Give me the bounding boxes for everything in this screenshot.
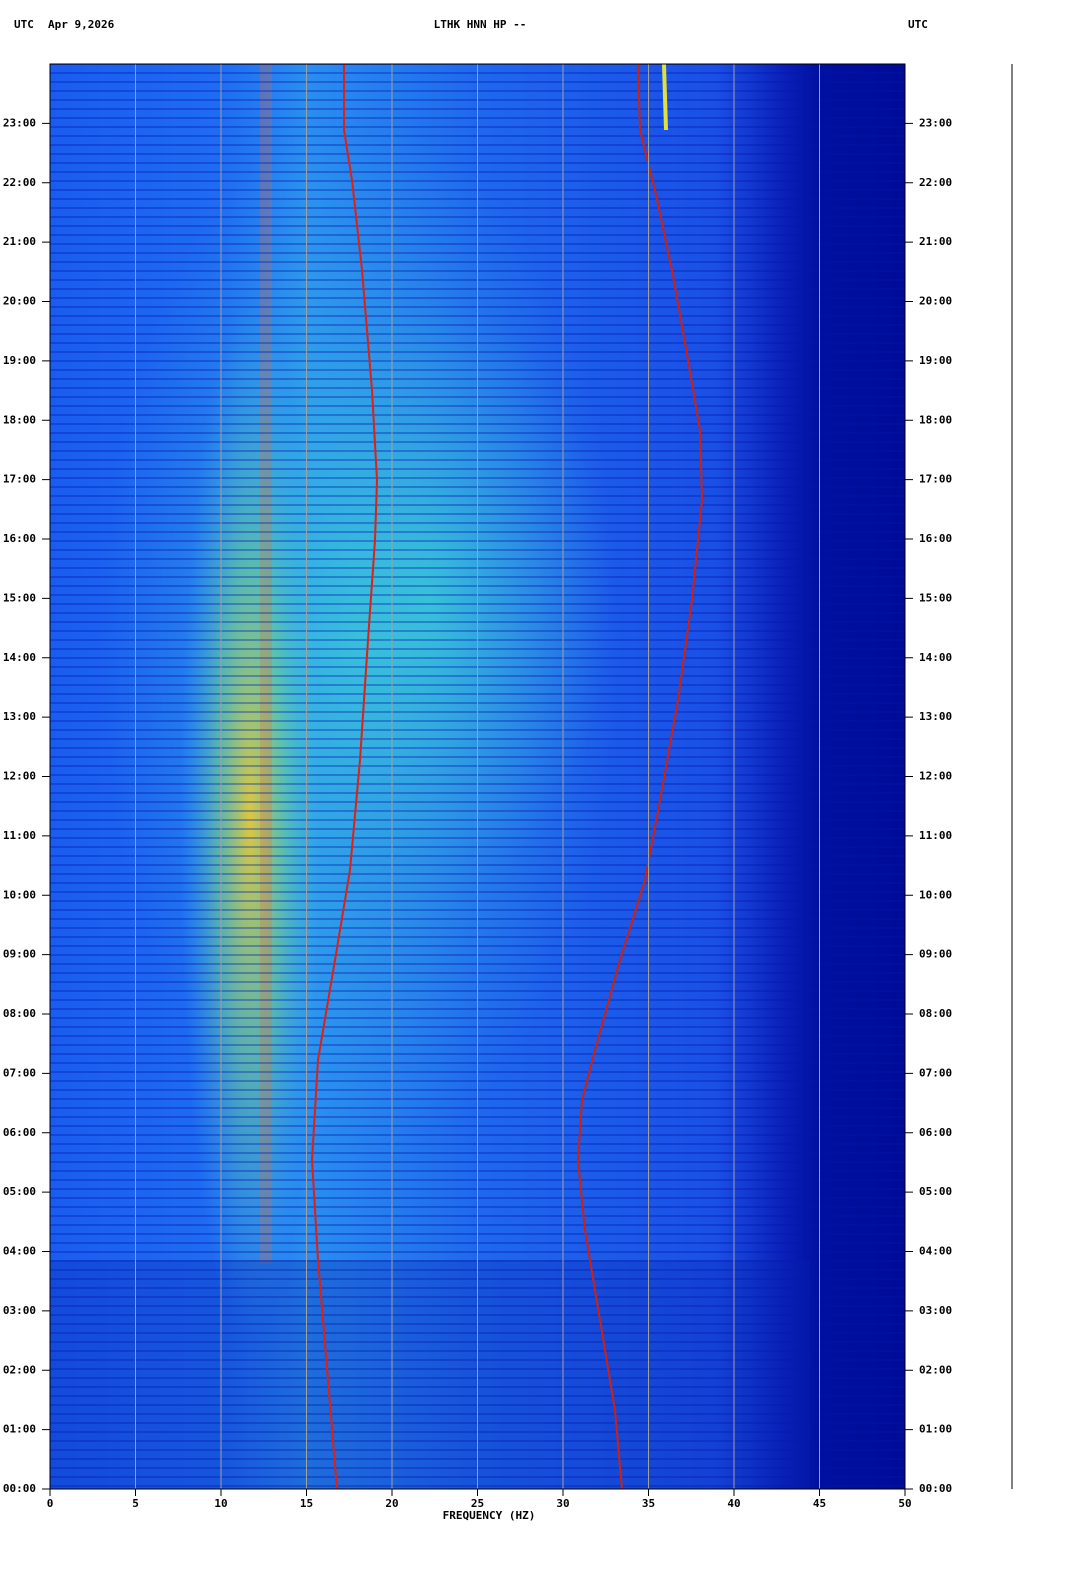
y-tick-label-right: 16:00	[919, 532, 952, 545]
y-tick-label-left: 05:00	[3, 1185, 36, 1198]
y-tick-label-left: 07:00	[3, 1066, 36, 1079]
y-tick-label-left: 22:00	[3, 176, 36, 189]
x-tick-label: 25	[471, 1497, 484, 1510]
y-tick-label-right: 12:00	[919, 770, 952, 783]
x-tick-label: 20	[385, 1497, 398, 1510]
y-tick-label-right: 03:00	[919, 1304, 952, 1317]
y-tick-label-left: 09:00	[3, 948, 36, 961]
y-tick-label-right: 22:00	[919, 176, 952, 189]
y-tick-label-right: 09:00	[919, 948, 952, 961]
x-tick-label: 40	[727, 1497, 740, 1510]
y-tick-label-left: 02:00	[3, 1363, 36, 1376]
chart-title: LTHK HNN HP --	[434, 18, 527, 31]
y-tick-label-left: 11:00	[3, 829, 36, 842]
y-tick-label-right: 18:00	[919, 413, 952, 426]
y-tick-label-left: 18:00	[3, 413, 36, 426]
y-tick-label-left: 10:00	[3, 888, 36, 901]
y-tick-label-right: 23:00	[919, 116, 952, 129]
y-tick-label-right: 07:00	[919, 1066, 952, 1079]
x-tick-label: 0	[47, 1497, 54, 1510]
x-tick-label: 15	[300, 1497, 313, 1510]
y-tick-label-left: 16:00	[3, 532, 36, 545]
x-tick-label: 45	[813, 1497, 826, 1510]
y-tick-label-left: 20:00	[3, 295, 36, 308]
y-tick-label-right: 21:00	[919, 235, 952, 248]
y-tick-label-right: 06:00	[919, 1126, 952, 1139]
x-tick-label: 35	[642, 1497, 655, 1510]
timezone-right: UTC	[908, 18, 928, 31]
y-tick-label-right: 00:00	[919, 1482, 952, 1495]
x-tick-label: 5	[132, 1497, 139, 1510]
date: Apr 9,2026	[48, 18, 115, 31]
y-tick-label-right: 20:00	[919, 295, 952, 308]
plot-frame	[49, 63, 906, 1490]
y-tick-label-left: 14:00	[3, 651, 36, 664]
y-tick-label-left: 06:00	[3, 1126, 36, 1139]
y-tick-label-left: 19:00	[3, 354, 36, 367]
y-tick-label-left: 13:00	[3, 710, 36, 723]
x-tick-label: 30	[556, 1497, 569, 1510]
x-tick-label: 50	[898, 1497, 911, 1510]
y-tick-label-left: 00:00	[3, 1482, 36, 1495]
y-tick-label-left: 21:00	[3, 235, 36, 248]
y-tick-label-right: 14:00	[919, 651, 952, 664]
y-tick-label-left: 01:00	[3, 1423, 36, 1436]
y-tick-label-right: 08:00	[919, 1007, 952, 1020]
y-tick-label-right: 19:00	[919, 354, 952, 367]
y-tick-label-left: 08:00	[3, 1007, 36, 1020]
y-tick-label-left: 23:00	[3, 116, 36, 129]
y-tick-label-left: 03:00	[3, 1304, 36, 1317]
y-tick-label-left: 17:00	[3, 473, 36, 486]
x-axis-label: FREQUENCY (HZ)	[443, 1509, 536, 1522]
y-tick-label-right: 13:00	[919, 710, 952, 723]
timezone-left: UTC	[14, 18, 34, 31]
y-tick-label-right: 05:00	[919, 1185, 952, 1198]
y-tick-label-right: 01:00	[919, 1423, 952, 1436]
x-tick-label: 10	[214, 1497, 227, 1510]
y-tick-label-right: 15:00	[919, 591, 952, 604]
y-tick-label-left: 12:00	[3, 770, 36, 783]
y-tick-label-right: 10:00	[919, 888, 952, 901]
y-tick-label-right: 17:00	[919, 473, 952, 486]
y-tick-label-right: 04:00	[919, 1245, 952, 1258]
y-tick-label-right: 02:00	[919, 1363, 952, 1376]
y-tick-label-left: 04:00	[3, 1245, 36, 1258]
y-tick-label-left: 15:00	[3, 591, 36, 604]
y-tick-label-right: 11:00	[919, 829, 952, 842]
